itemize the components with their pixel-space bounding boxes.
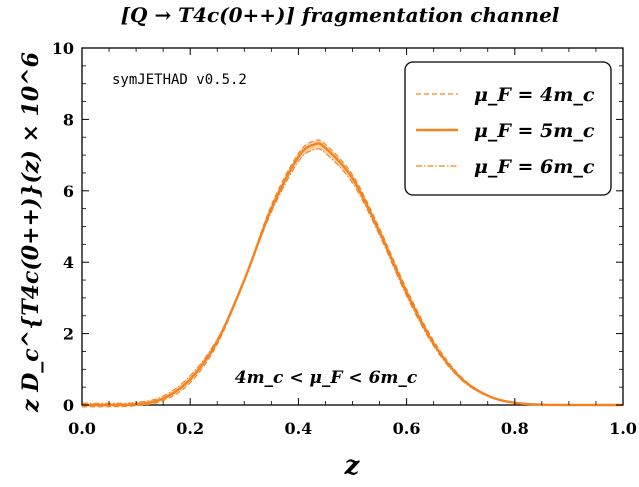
y-tick-label: 0 xyxy=(63,396,74,415)
x-tick-label: 0.6 xyxy=(393,419,421,438)
legend-box xyxy=(404,61,612,196)
y-tick-label: 6 xyxy=(63,182,74,201)
series-line-3 xyxy=(81,148,623,406)
y-tick-label: 4 xyxy=(63,253,74,272)
x-axis-label: z xyxy=(344,451,361,481)
x-tick-label: 0.4 xyxy=(284,419,312,438)
legend-label-2: μ_F = 5m_c xyxy=(474,120,595,142)
series-layer xyxy=(81,139,623,408)
x-tick-label: 0.2 xyxy=(176,419,204,438)
legend-label-3: μ_F = 6m_c xyxy=(474,156,595,178)
band-range-label: 4m_c < μ_F < 6m_c xyxy=(235,368,418,388)
x-ticks: 0.0 0.2 0.4 0.6 0.8 1.0 xyxy=(68,48,637,438)
y-tick-label: 10 xyxy=(52,39,74,58)
y-tick-label: 2 xyxy=(63,325,74,344)
y-ticks: 0 2 4 6 8 10 xyxy=(52,39,623,415)
x-tick-label: 1.0 xyxy=(609,419,637,438)
x-tick-label: 0.8 xyxy=(501,419,529,438)
legend: μ_F = 4m_c μ_F = 5m_c μ_F = 6m_c xyxy=(404,61,612,196)
y-axis-label: z D_c^{T4c(0++)}(z) × 10^6 xyxy=(18,52,44,413)
legend-label-1: μ_F = 4m_c xyxy=(474,84,595,106)
legend-entries: μ_F = 4m_c μ_F = 5m_c μ_F = 6m_c xyxy=(416,84,595,178)
version-label: symJETHAD v0.5.2 xyxy=(112,72,247,88)
chart-title: [Q → T4c(0++)] fragmentation channel xyxy=(121,3,560,27)
x-tick-label: 0.0 xyxy=(68,419,96,438)
y-tick-label: 8 xyxy=(63,110,74,129)
